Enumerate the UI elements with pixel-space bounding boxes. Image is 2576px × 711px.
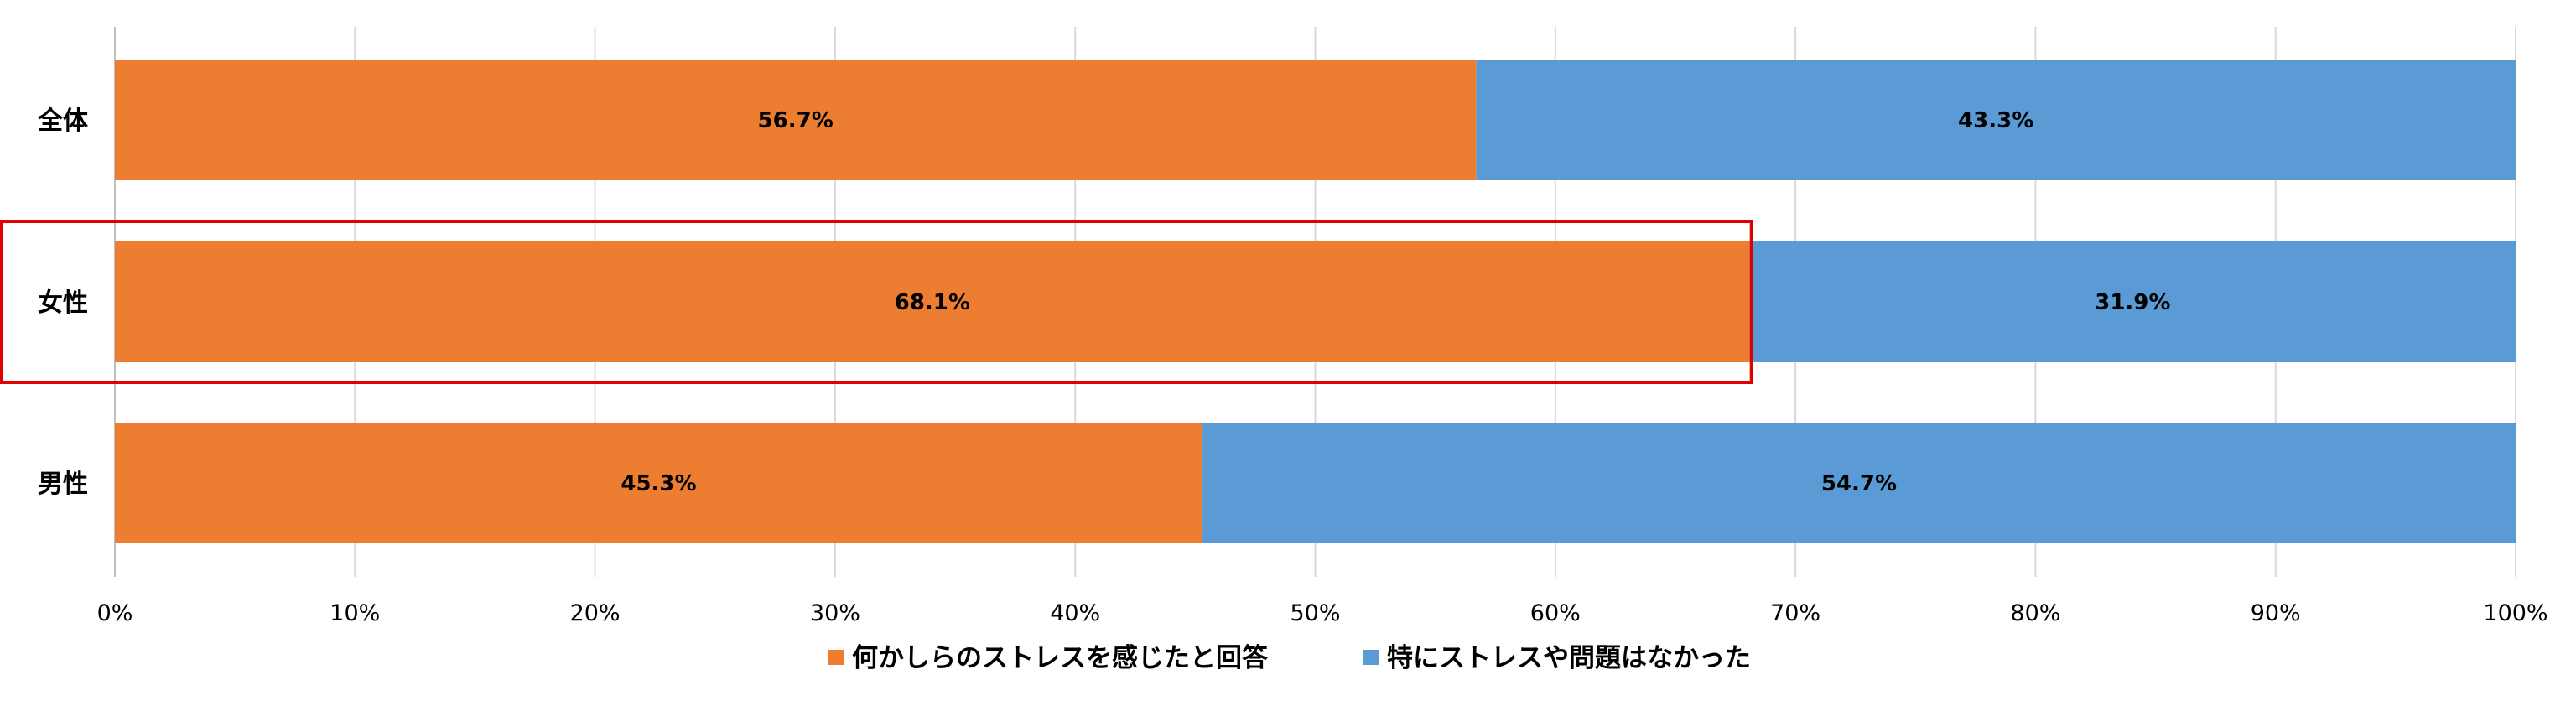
x-tick-label: 50% bbox=[1290, 600, 1340, 626]
x-tick-label: 80% bbox=[2010, 600, 2060, 626]
x-tick-label: 60% bbox=[1530, 600, 1581, 626]
category-label: 全体 bbox=[37, 106, 89, 136]
bar-segment bbox=[115, 423, 1202, 543]
data-label: 68.1% bbox=[895, 290, 970, 315]
annotations bbox=[0, 220, 1753, 384]
x-tick-label: 0% bbox=[97, 600, 133, 626]
legend-label: 特にストレスや問題はなかった bbox=[1387, 643, 1751, 673]
data-labels: 56.7% 43.3% 68.1% 31.9% 45.3% 54.7% bbox=[621, 108, 2170, 496]
bar-segment bbox=[115, 60, 1477, 180]
bars bbox=[115, 60, 2516, 543]
x-tick-label: 100% bbox=[2483, 600, 2547, 626]
data-label: 56.7% bbox=[758, 108, 834, 133]
data-label: 43.3% bbox=[1958, 108, 2033, 133]
bar-segment bbox=[1202, 423, 2516, 543]
bar-segment bbox=[1476, 60, 2516, 180]
data-label: 54.7% bbox=[1821, 471, 1897, 496]
x-tick-label: 90% bbox=[2251, 600, 2301, 626]
legend-swatch bbox=[1363, 650, 1379, 665]
legend-label: 何かしらのストレスを感じたと回答 bbox=[852, 643, 1269, 673]
x-tick-label: 10% bbox=[330, 600, 380, 626]
x-tick-label: 40% bbox=[1050, 600, 1100, 626]
data-label: 31.9% bbox=[2095, 290, 2170, 315]
bar-segment bbox=[1749, 241, 2516, 362]
legend-swatch bbox=[828, 650, 844, 665]
category-label: 男性 bbox=[38, 470, 88, 499]
data-label: 45.3% bbox=[621, 471, 696, 496]
x-axis-ticks: 0% 10% 20% 30% 40% 50% 60% 70% 80% 90% 100% bbox=[97, 600, 2548, 626]
legend: 何かしらのストレスを感じたと回答 特にストレスや問題はなかった bbox=[828, 643, 1751, 673]
bar-segment bbox=[115, 241, 1750, 362]
x-tick-label: 70% bbox=[1770, 600, 1820, 626]
x-tick-label: 20% bbox=[570, 600, 621, 626]
x-tick-label: 30% bbox=[810, 600, 860, 626]
category-label: 女性 bbox=[38, 288, 88, 318]
highlight-box bbox=[0, 220, 1753, 384]
